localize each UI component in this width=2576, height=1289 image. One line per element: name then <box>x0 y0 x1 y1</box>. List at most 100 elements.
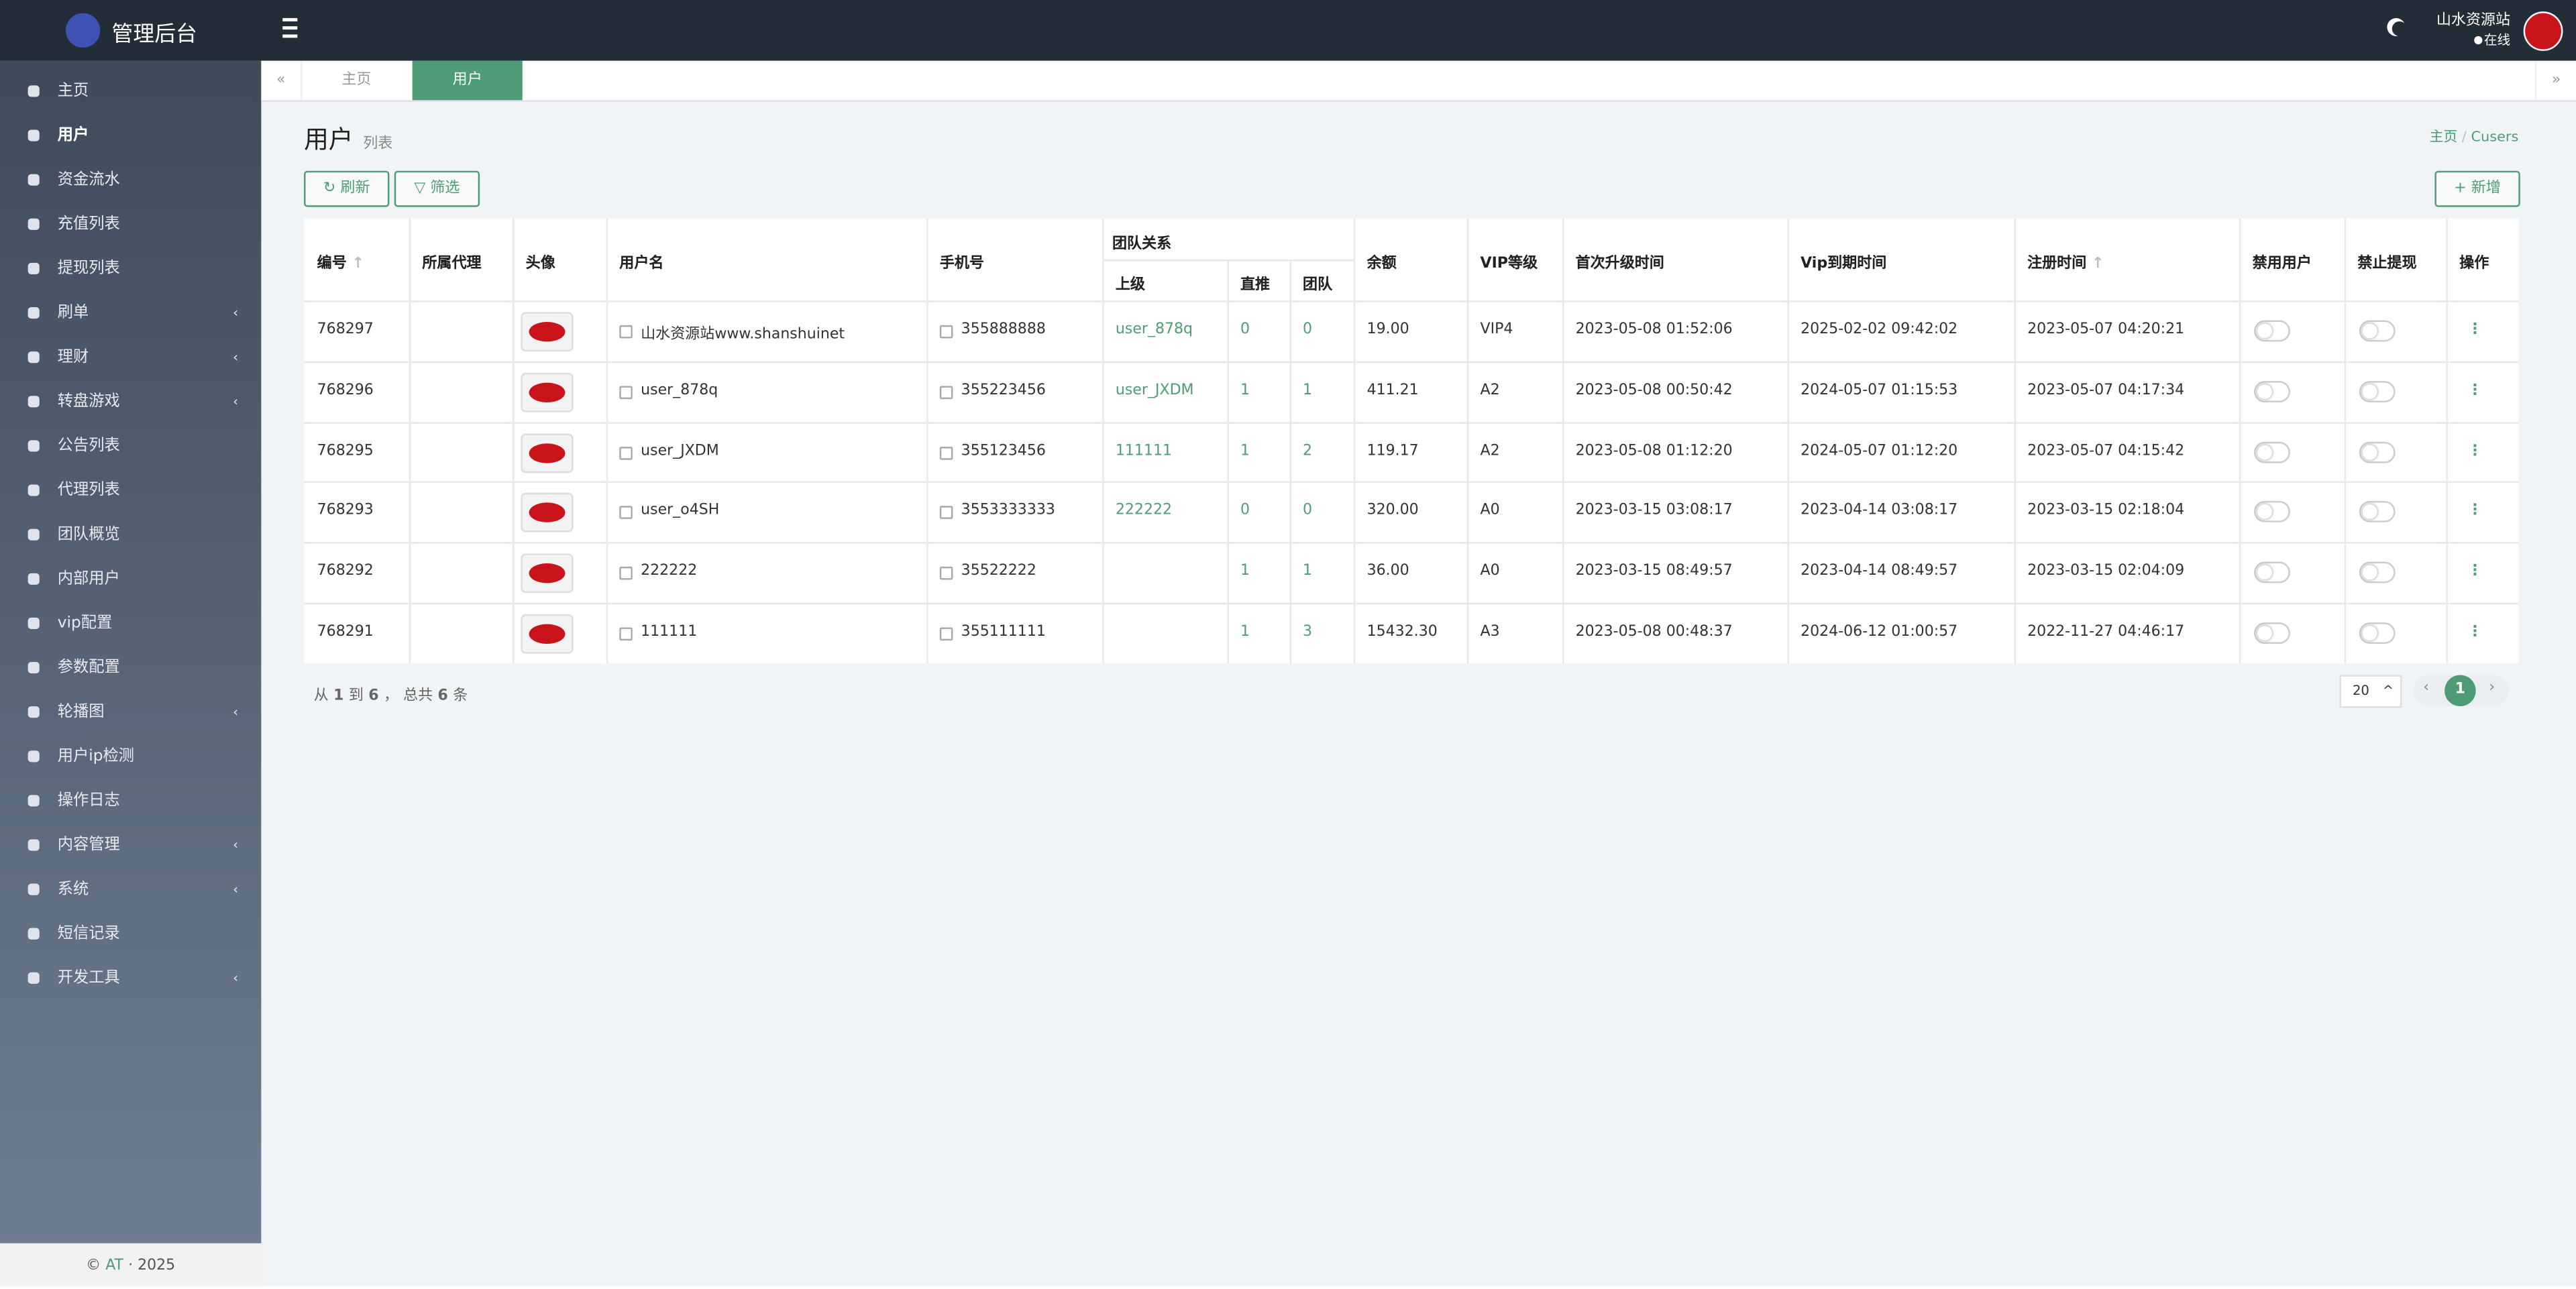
column-divider <box>409 218 411 664</box>
sort-icon[interactable]: ↑ <box>2086 256 2104 273</box>
menu-item[interactable]: 开发工具 ‹ <box>0 956 261 1000</box>
menu-icon <box>28 85 40 97</box>
table-cell: 2023-03-15 03:08:17 <box>1575 503 1733 520</box>
toggle-switch[interactable] <box>2359 622 2396 644</box>
menu-item[interactable]: 轮播图 ‹ <box>0 690 261 734</box>
toggle-switch[interactable] <box>2359 501 2396 523</box>
toggle-switch[interactable] <box>2359 380 2396 402</box>
add-button[interactable]: + 新增 <box>2434 170 2520 207</box>
column-header: 手机号 <box>939 256 984 273</box>
page-size-select[interactable]: 20 ^ <box>2339 675 2402 708</box>
refresh-button[interactable]: ↻ 刷新 <box>304 170 390 207</box>
table-cell[interactable]: 222222 <box>1115 503 1173 520</box>
row-actions[interactable]: ⋮ <box>2467 563 2483 580</box>
tab-active[interactable]: 用户 <box>412 60 523 101</box>
copy-icon[interactable] <box>939 567 953 580</box>
toggle-switch[interactable] <box>2254 320 2290 342</box>
copy-icon[interactable] <box>619 325 633 339</box>
column-header[interactable]: 编号 ↑ <box>317 256 364 273</box>
menu-item[interactable]: vip配置 <box>0 601 261 645</box>
table-cell: 768293 <box>317 503 374 520</box>
prev-page[interactable]: ‹ <box>2423 679 2430 697</box>
table-cell: 768296 <box>317 382 374 399</box>
user-avatar <box>521 312 574 352</box>
column-header: VIP等级 <box>1480 256 1538 273</box>
menu-item[interactable]: 操作日志 <box>0 779 261 823</box>
copy-icon[interactable] <box>939 506 953 520</box>
footer-link[interactable]: AT <box>105 1257 124 1275</box>
copy-icon[interactable] <box>939 325 953 339</box>
toggle-switch[interactable] <box>2359 562 2396 583</box>
filter-button[interactable]: ▽ 筛选 <box>394 170 480 207</box>
tab[interactable]: 主页 <box>341 72 372 89</box>
menu-toggle[interactable] <box>282 17 298 38</box>
copy-icon[interactable] <box>939 386 953 399</box>
toggle-switch[interactable] <box>2359 441 2396 463</box>
menu-icon <box>28 174 40 186</box>
toggle-switch[interactable] <box>2254 380 2290 402</box>
toggle-switch[interactable] <box>2254 562 2290 583</box>
toggle-switch[interactable] <box>2359 320 2396 342</box>
theme-toggle[interactable] <box>2392 21 2407 36</box>
tab-prev[interactable]: « <box>261 60 303 101</box>
menu-icon <box>28 972 40 984</box>
menu-item[interactable]: 团队概览 <box>0 512 261 557</box>
table-cell: VIP4 <box>1480 322 1513 339</box>
current-page[interactable]: 1 <box>2445 675 2476 707</box>
menu-item[interactable]: 公告列表 <box>0 424 261 468</box>
menu-item[interactable]: 提现列表 <box>0 246 261 290</box>
menu-item[interactable]: 参数配置 <box>0 645 261 689</box>
copy-icon[interactable] <box>619 506 633 520</box>
menu-item[interactable]: 主页 <box>0 69 261 113</box>
menu-item[interactable]: 用户 <box>0 113 261 158</box>
row-actions[interactable]: ⋮ <box>2467 322 2483 339</box>
menu-item[interactable]: 转盘游戏 ‹ <box>0 380 261 424</box>
row-actions[interactable]: ⋮ <box>2467 624 2483 641</box>
menu-item[interactable]: 资金流水 <box>0 158 261 202</box>
toggle-switch[interactable] <box>2254 501 2290 523</box>
avatar-logo <box>529 563 566 583</box>
brand-name: 管理后台 <box>111 23 197 48</box>
copy-icon[interactable] <box>939 446 953 459</box>
breadcrumb-item[interactable]: 主页 <box>2429 129 2458 146</box>
row-actions[interactable]: ⋮ <box>2467 443 2483 459</box>
menu-item[interactable]: 刷单 ‹ <box>0 290 261 335</box>
column-header: 团队 <box>1303 277 1333 294</box>
pagination-summary: 从 1 到 6， 总共 6 条 <box>314 683 473 704</box>
menu-item[interactable]: 代理列表 <box>0 468 261 512</box>
menu-item[interactable]: 理财 ‹ <box>0 335 261 380</box>
copy-icon[interactable] <box>619 386 633 399</box>
row-actions[interactable]: ⋮ <box>2467 382 2483 399</box>
menu-item[interactable]: 用户ip检测 <box>0 734 261 779</box>
copy-icon[interactable] <box>619 446 633 459</box>
next-page[interactable]: › <box>2489 679 2496 697</box>
copy-icon[interactable] <box>939 627 953 641</box>
user-avatar[interactable] <box>2523 11 2563 51</box>
copy-icon[interactable] <box>619 627 633 641</box>
sort-icon[interactable]: ↑ <box>346 256 364 273</box>
menu-item[interactable]: 内容管理 ‹ <box>0 823 261 867</box>
menu-label: 参数配置 <box>57 659 120 677</box>
row-actions[interactable]: ⋮ <box>2467 503 2483 520</box>
menu-item[interactable]: 短信记录 <box>0 911 261 956</box>
menu-label: 轮播图 <box>57 703 105 722</box>
user-info[interactable]: 山水资源站 在线 <box>2436 13 2510 50</box>
copy-icon[interactable] <box>619 567 633 580</box>
tab-next[interactable]: » <box>2534 60 2576 101</box>
table-cell[interactable]: user_JXDM <box>1115 382 1194 399</box>
toggle-switch[interactable] <box>2254 441 2290 463</box>
submenu-arrow: ‹ <box>233 349 239 365</box>
menu-item[interactable]: 充值列表 <box>0 202 261 246</box>
menu-item[interactable]: 内部用户 <box>0 557 261 601</box>
toggle-switch[interactable] <box>2254 622 2290 644</box>
column-header[interactable]: 注册时间 ↑ <box>2027 256 2104 273</box>
row-divider <box>304 542 2519 545</box>
menu-item[interactable]: 系统 ‹ <box>0 867 261 911</box>
table-cell[interactable]: 111111 <box>1115 443 1173 459</box>
sidebar: 主页 用户 资金流水 充值列表 提现列表 刷单 ‹ 理财 ‹ 转盘游戏 ‹ 公告列表 代理列表 团队概览内… <box>0 60 262 1243</box>
column-header: 上级 <box>1115 277 1145 294</box>
table-cell: 山水资源站www.shanshuinet <box>641 327 845 343</box>
menu-icon <box>28 661 40 674</box>
column-header: 所属代理 <box>422 256 482 273</box>
table-cell[interactable]: user_878q <box>1115 322 1193 339</box>
